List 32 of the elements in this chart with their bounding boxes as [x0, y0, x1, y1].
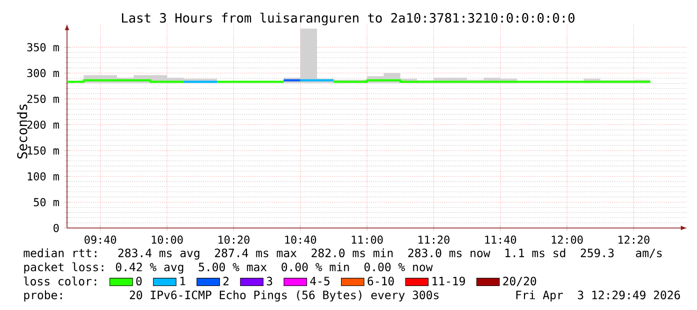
legend-label: 6-10	[368, 276, 394, 286]
legend-label: 11-19	[432, 276, 465, 286]
y-tick-label: 250 m	[27, 94, 59, 104]
x-tick-label: 09:40	[84, 236, 116, 244]
x-tick-label: 12:00	[552, 236, 583, 244]
y-tick-label: 0	[54, 224, 59, 232]
y-tick-label: 350 m	[27, 43, 59, 52]
legend-label: 2	[223, 276, 228, 286]
y-tick-label: 300 m	[27, 68, 59, 78]
y-tick-label: 100 m	[28, 172, 59, 180]
x-tick-label: 11:20	[418, 236, 450, 244]
legend-label: 4-5	[310, 276, 330, 286]
text: Fri Apr 3 12:29:49 2026	[516, 290, 680, 302]
legend-label: 3	[266, 276, 272, 286]
x-tick-label: 10:00	[152, 236, 183, 244]
x-tick-label: 11:00	[352, 236, 383, 244]
y-axis-title: Seconds	[16, 104, 28, 159]
y-tick-label: 200 m	[27, 120, 59, 129]
x-tick-label: 10:40	[285, 236, 316, 244]
text: probe: 20 IPv6-ICMP Echo Pings (56 Bytes) every 300s	[24, 290, 439, 302]
x-tick-label: 11:40	[485, 236, 516, 244]
legend-title: loss color:	[24, 276, 96, 286]
legend-label: 20/20	[503, 276, 536, 286]
y-tick-label: 150 m	[28, 146, 59, 155]
chart-title: Last 3 Hours from luisaranguren to 2a10:3781:3210:0:0:0:0:0	[122, 12, 574, 26]
legend-label: 0	[136, 276, 142, 286]
legend-label: 1	[180, 276, 186, 286]
text: median rtt: 283.4 ms avg 287.4 ms max 282.0 ms min 283.0 ms now 1.1 ms sd 259.3 am/s	[24, 248, 662, 260]
text: packet loss: 0.42 % avg 5.00 % max 0.00 % min 0.00 % now	[24, 262, 433, 274]
x-tick-label: 10:20	[218, 236, 250, 244]
y-tick-label: 50 m	[34, 198, 59, 206]
x-tick-label: 12:20	[618, 236, 650, 244]
